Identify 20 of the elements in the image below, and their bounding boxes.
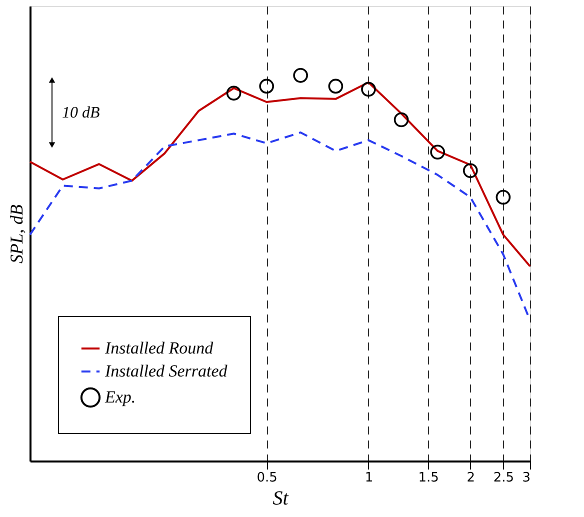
x-tick-label: 2.5	[493, 470, 514, 486]
x-tick-label: 1.5	[418, 470, 439, 486]
y-axis-title: SPL, dB	[6, 204, 26, 264]
x-tick-label: 0.5	[256, 470, 278, 486]
point	[226, 86, 242, 101]
point	[462, 163, 478, 178]
legend-label: Exp.	[104, 388, 136, 406]
point	[259, 78, 274, 94]
legend-label: Installed Round	[104, 338, 214, 358]
point	[394, 112, 409, 128]
x-tick-label: 1	[364, 470, 374, 486]
legend-label: Installed Serrated	[104, 362, 228, 380]
point	[496, 190, 511, 205]
point	[293, 68, 308, 83]
x-tick-label: 3	[522, 470, 530, 486]
annotation: 10 dB	[62, 104, 100, 122]
x-axis-title: St	[272, 488, 289, 510]
point	[361, 82, 376, 97]
point	[328, 78, 344, 94]
x-tick-label: 2	[466, 470, 476, 486]
